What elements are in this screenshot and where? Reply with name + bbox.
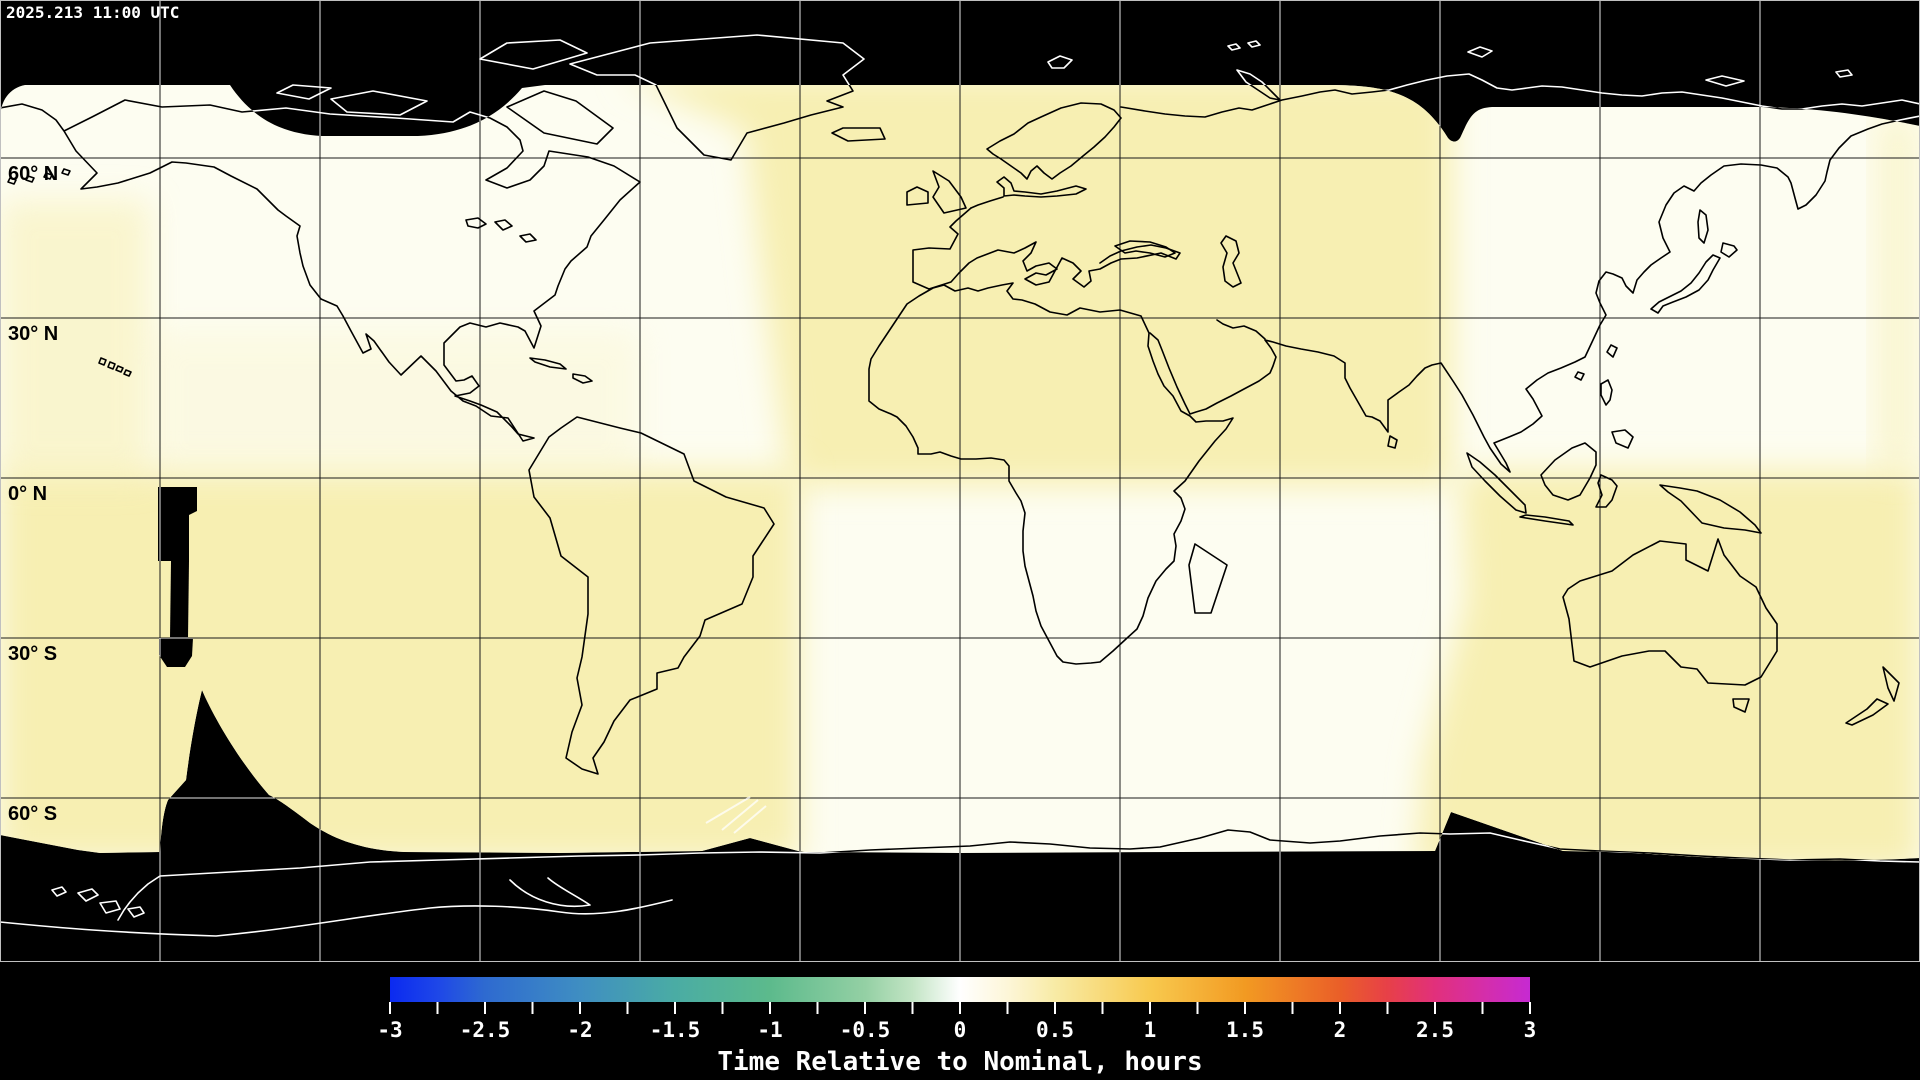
lat-label-30N: 30° N (8, 323, 58, 345)
colorbar-tick-label-0: 0 (954, 1018, 967, 1042)
colorbar-ticks (389, 1002, 1531, 1014)
lat-label-30S: 30° S (8, 643, 57, 665)
lat-label-60S: 60° S (8, 803, 57, 825)
colorbar-gradient (390, 977, 1530, 1002)
map-panel: 2025.213 11:00 UTC 60° N30° N0° N30° S60… (0, 0, 1920, 962)
colorbar-tick-label--3: -3 (377, 1018, 402, 1042)
colorbar-tick-label--2.5: -2.5 (460, 1018, 511, 1042)
colorbar-tick-label-1: 1 (1144, 1018, 1157, 1042)
colorbar-tick-label-3: 3 (1524, 1018, 1537, 1042)
colorbar-tick-labels: -3 -2.5 -2 -1.5 -1 -0.5 0 0.5 1 1.5 2 2.5 3 (377, 1018, 1536, 1042)
lat-label-0N: 0° N (8, 483, 47, 505)
colorbar-title: Time Relative to Nominal, hours (717, 1047, 1202, 1077)
colorbar-tick-label--2: -2 (567, 1018, 592, 1042)
timestamp-label: 2025.213 11:00 UTC (6, 3, 179, 22)
colorbar-tick-label-2: 2 (1334, 1018, 1347, 1042)
colorbar-panel: -3 -2.5 -2 -1.5 -1 -0.5 0 0.5 1 1.5 2 2.5 3 Time Rel… (377, 977, 1536, 1077)
latitude-labels: 60° N 30° N 0° N 30° S 60° S (8, 163, 58, 825)
colorbar-tick-label-1.5: 1.5 (1226, 1018, 1264, 1042)
dither-artifact (705, 796, 767, 834)
colorbar-tick-label--1.5: -1.5 (650, 1018, 701, 1042)
lat-label-60N: 60° N (8, 163, 58, 185)
colorbar-tick-label-2.5: 2.5 (1416, 1018, 1454, 1042)
colorbar-tick-label--1: -1 (757, 1018, 782, 1042)
colorbar-tick-label--0.5: -0.5 (840, 1018, 891, 1042)
colorbar-tick-label-0.5: 0.5 (1036, 1018, 1074, 1042)
